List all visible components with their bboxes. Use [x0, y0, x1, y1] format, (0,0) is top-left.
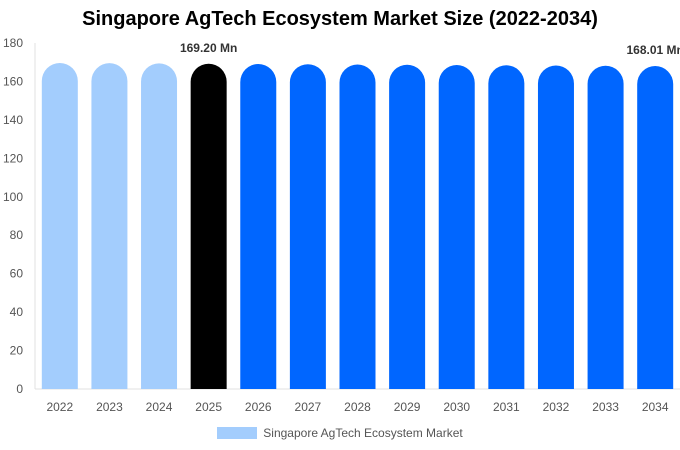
x-tick-label: 2023 [96, 400, 123, 414]
x-tick-label: 2025 [195, 400, 222, 414]
y-tick-label: 60 [10, 267, 24, 281]
y-tick-label: 100 [3, 190, 23, 204]
bar-2033 [587, 65, 624, 390]
bar-2027 [289, 64, 326, 390]
y-tick-label: 120 [3, 151, 23, 165]
bar-2030 [438, 65, 475, 389]
y-tick-label: 140 [3, 113, 23, 127]
legend-label: Singapore AgTech Ecosystem Market [263, 426, 463, 440]
bar-2032 [537, 65, 574, 389]
x-tick-label: 2030 [443, 400, 470, 414]
bar-2025 [190, 63, 227, 389]
y-tick-label: 180 [3, 36, 23, 50]
y-tick-label: 40 [10, 305, 24, 319]
chart-title: Singapore AgTech Ecosystem Market Size (… [82, 8, 598, 30]
x-tick-label: 2024 [146, 400, 173, 414]
x-tick-label: 2031 [493, 400, 520, 414]
x-tick-label: 2022 [46, 400, 73, 414]
bar-2026 [240, 64, 277, 390]
y-tick-label: 20 [10, 344, 24, 358]
x-tick-label: 2029 [394, 400, 421, 414]
y-tick-label: 160 [3, 74, 23, 88]
x-tick-label: 2026 [245, 400, 272, 414]
x-tick-label: 2027 [295, 400, 322, 414]
x-tick-label: 2032 [543, 400, 570, 414]
bar-2022 [41, 62, 78, 389]
bar-2023 [91, 63, 128, 389]
y-tick-label: 80 [10, 228, 24, 242]
bar-2024 [141, 63, 178, 389]
bar-2028 [339, 64, 376, 389]
legend: Singapore AgTech Ecosystem Market [0, 426, 680, 440]
data-label: 169.20 Mn [180, 41, 237, 55]
x-tick-label: 2033 [592, 400, 619, 414]
x-tick-label: 2028 [344, 400, 371, 414]
bar-2029 [389, 64, 426, 389]
bar-2034 [637, 66, 674, 389]
legend-swatch [217, 427, 258, 439]
y-tick-label: 0 [16, 382, 23, 396]
bar-2031 [488, 65, 525, 390]
data-label: 168.01 Mn [627, 43, 680, 57]
x-tick-label: 2034 [642, 400, 669, 414]
